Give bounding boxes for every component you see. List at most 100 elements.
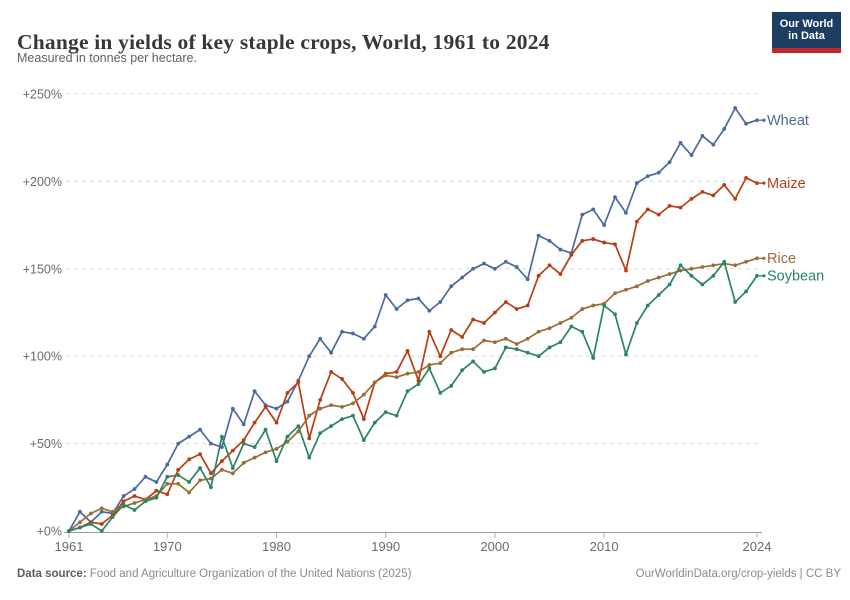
data-point xyxy=(493,366,497,371)
data-point xyxy=(329,403,333,408)
series-label-wheat[interactable]: Wheat xyxy=(767,113,809,129)
data-point xyxy=(722,259,727,264)
data-point xyxy=(318,431,323,436)
data-point xyxy=(449,284,454,289)
data-point xyxy=(689,153,694,158)
data-point xyxy=(624,287,628,292)
series-line-rice[interactable] xyxy=(68,257,758,532)
page-title: Change in yields of key staple crops, Wo… xyxy=(17,30,550,55)
data-point xyxy=(514,342,519,346)
data-point xyxy=(558,321,563,325)
data-point xyxy=(154,480,159,484)
attribution: OurWorldinData.org/crop-yields | CC BY xyxy=(635,568,841,580)
data-point xyxy=(121,499,126,504)
data-point xyxy=(427,363,432,367)
data-point xyxy=(274,420,279,425)
data-point xyxy=(372,324,377,329)
data-point xyxy=(198,478,202,483)
data-point xyxy=(296,380,301,385)
data-point xyxy=(263,450,268,455)
data-point xyxy=(460,275,465,280)
data-point xyxy=(132,508,137,512)
data-point xyxy=(99,509,104,514)
data-point xyxy=(667,282,672,287)
series-line-maize[interactable] xyxy=(68,177,758,532)
data-point xyxy=(405,389,410,394)
data-point xyxy=(460,368,465,373)
data-point xyxy=(645,303,650,308)
data-point xyxy=(602,303,607,308)
data-point xyxy=(613,312,617,317)
data-point xyxy=(154,495,159,500)
data-point xyxy=(340,404,344,409)
data-point xyxy=(329,424,333,429)
data-point xyxy=(427,308,432,313)
data-point xyxy=(547,263,552,268)
series-label-dot-maize xyxy=(762,181,766,185)
data-point xyxy=(405,371,410,376)
data-point xyxy=(744,121,748,126)
data-point xyxy=(449,328,454,332)
data-point xyxy=(591,207,596,212)
data-point xyxy=(176,467,181,472)
data-point xyxy=(405,298,410,303)
series-label-dot-rice xyxy=(762,256,766,260)
data-point xyxy=(351,331,355,336)
data-point xyxy=(187,480,192,484)
data-source-text: Food and Agriculture Organization of the… xyxy=(86,568,412,580)
data-point xyxy=(252,445,257,449)
data-point xyxy=(580,329,585,334)
data-point xyxy=(711,142,716,147)
data-point xyxy=(645,174,650,179)
data-point xyxy=(427,329,432,334)
data-point xyxy=(165,481,170,486)
series-label-maize[interactable]: Maize xyxy=(767,176,806,192)
series-label-rice[interactable]: Rice xyxy=(767,251,796,267)
data-point xyxy=(613,195,617,200)
series-label-soybean[interactable]: Soybean xyxy=(767,269,824,285)
data-point xyxy=(88,511,93,516)
data-point xyxy=(230,471,235,476)
data-point xyxy=(613,242,617,247)
data-point xyxy=(219,467,224,472)
data-point xyxy=(219,459,224,463)
data-point xyxy=(482,261,486,266)
data-point xyxy=(285,391,290,395)
data-point xyxy=(602,240,607,245)
series-line-wheat[interactable] xyxy=(68,107,758,532)
data-point xyxy=(678,205,683,210)
data-point xyxy=(263,404,268,409)
data-point xyxy=(296,424,301,429)
data-point xyxy=(602,223,607,228)
data-point xyxy=(274,459,279,463)
data-point xyxy=(394,307,399,311)
data-point xyxy=(514,265,519,269)
data-point xyxy=(460,347,465,352)
data-point xyxy=(525,277,530,282)
data-point xyxy=(678,263,683,268)
data-point xyxy=(438,361,443,366)
data-point xyxy=(252,420,257,425)
y-tick-label: +200% xyxy=(23,175,62,189)
data-point xyxy=(394,370,399,374)
data-point xyxy=(187,434,192,439)
data-point xyxy=(383,410,388,415)
data-point xyxy=(176,441,181,446)
data-point xyxy=(416,370,421,374)
data-point xyxy=(493,340,497,345)
data-point xyxy=(514,307,519,311)
data-point xyxy=(733,300,738,304)
data-point xyxy=(536,354,541,359)
data-point xyxy=(678,141,683,145)
data-point xyxy=(361,417,366,422)
data-point xyxy=(733,263,738,268)
data-point xyxy=(547,326,552,331)
data-point xyxy=(536,273,541,278)
data-point xyxy=(329,350,333,355)
data-point xyxy=(460,335,465,339)
series-line-soybean[interactable] xyxy=(68,260,758,532)
data-point xyxy=(689,196,694,201)
data-point xyxy=(176,473,181,477)
series-markers-wheat xyxy=(67,106,759,533)
data-point xyxy=(187,457,192,462)
